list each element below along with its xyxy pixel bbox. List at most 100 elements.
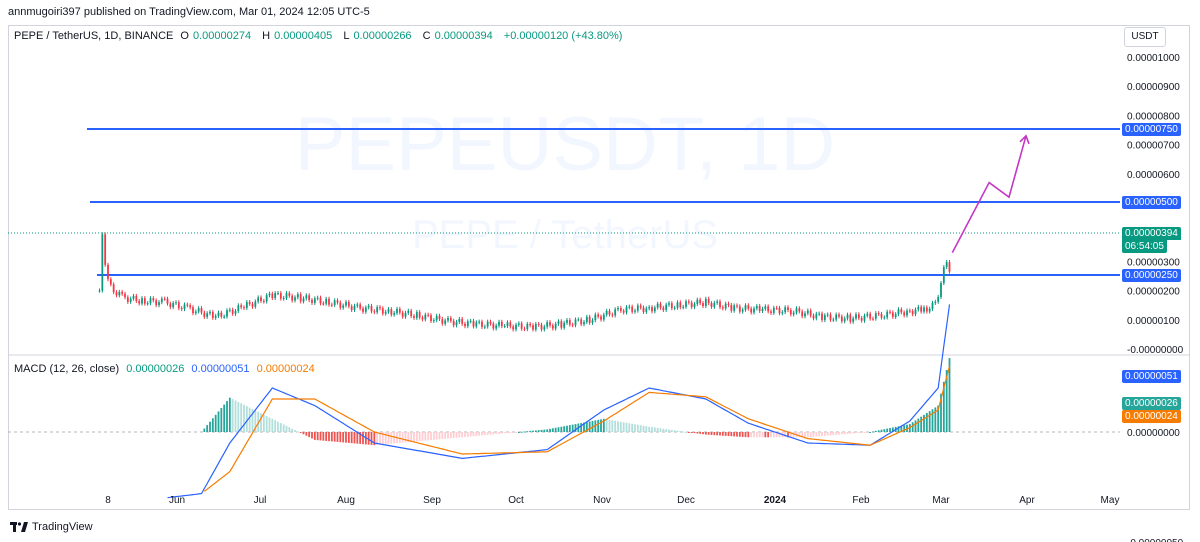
candle-body bbox=[217, 312, 220, 316]
macd-hist-value: 0.00000026 bbox=[126, 363, 185, 375]
candle-body bbox=[874, 313, 877, 319]
candle-body bbox=[333, 300, 336, 306]
candle-body bbox=[727, 303, 730, 306]
macd-hist-bar bbox=[305, 432, 308, 436]
macd-hist-bar bbox=[673, 430, 676, 432]
time-axis[interactable]: 8 Jun Jul Aug Sep Oct Nov Dec 2024 Feb Mar Apr May bbox=[105, 495, 1119, 506]
macd-hist-bar bbox=[806, 432, 809, 438]
candle-body bbox=[645, 308, 648, 312]
candle-body bbox=[880, 313, 883, 318]
candle-body bbox=[761, 308, 764, 311]
macd-hist-bar bbox=[634, 424, 636, 432]
macd-hist-bar bbox=[223, 404, 226, 432]
macd-hist-bar bbox=[257, 411, 260, 432]
candle-body bbox=[452, 320, 455, 326]
macd-hist-bar bbox=[648, 426, 651, 432]
chart-frame bbox=[8, 25, 1190, 510]
macd-hist-bar bbox=[563, 426, 566, 432]
macd-hist-bar bbox=[359, 432, 362, 444]
macd-hist-bar bbox=[608, 419, 611, 432]
candle-body bbox=[923, 307, 925, 312]
candle-body bbox=[682, 306, 685, 308]
candle-body bbox=[189, 305, 192, 308]
candle-body bbox=[492, 323, 495, 329]
macd-hist-bar bbox=[478, 432, 481, 436]
candle-body bbox=[472, 320, 475, 327]
candle-body bbox=[908, 310, 911, 312]
macd-hist-bar bbox=[469, 432, 472, 437]
macd-hist-bar bbox=[636, 424, 639, 432]
macd-hist-bar bbox=[758, 432, 761, 438]
macd-hist-bar bbox=[704, 432, 707, 435]
candle-body bbox=[435, 315, 438, 321]
candle-body bbox=[515, 324, 517, 330]
candle-body bbox=[520, 323, 523, 329]
candle-body bbox=[804, 313, 806, 317]
macd-hist-bar bbox=[228, 397, 231, 432]
candle-body bbox=[364, 307, 367, 312]
macd-hist-bar bbox=[506, 432, 509, 434]
candle-body bbox=[288, 293, 291, 296]
candle-body bbox=[183, 304, 186, 310]
macd-hist-bar bbox=[376, 432, 379, 445]
symbol-label[interactable]: PEPE / TetherUS, 1D, BINANCE bbox=[14, 30, 174, 42]
macd-hist-bar bbox=[619, 421, 622, 432]
price-axis[interactable]: 0.00001000 0.00000900 0.00000800 0.00000700… bbox=[1127, 53, 1184, 356]
macd-hist-bar bbox=[588, 421, 591, 432]
macd-hist-bar bbox=[226, 401, 228, 432]
footer-brand[interactable]: TradingView bbox=[10, 521, 93, 533]
macd-hist-bar bbox=[373, 432, 376, 446]
macd-hist-bar bbox=[398, 432, 401, 443]
currency-button[interactable]: USDT bbox=[1124, 27, 1166, 47]
macd-hist-bar bbox=[452, 432, 455, 439]
candle-body bbox=[265, 295, 268, 302]
candle-body bbox=[308, 295, 311, 301]
candle-body bbox=[911, 311, 914, 315]
projection-arrow[interactable] bbox=[951, 135, 1027, 254]
candle-body bbox=[588, 316, 591, 323]
candle-body bbox=[223, 316, 226, 318]
candle-body bbox=[126, 297, 129, 302]
candle-body bbox=[143, 298, 146, 304]
macd-hist-bar bbox=[203, 428, 206, 432]
macd-hist-bar bbox=[730, 432, 733, 437]
candle-body bbox=[220, 312, 223, 317]
candle-body bbox=[240, 305, 243, 308]
macd-indicator-label[interactable]: MACD (12, 26, close) bbox=[14, 363, 120, 375]
macd-hist-bar bbox=[645, 426, 648, 432]
candle-body bbox=[866, 313, 869, 316]
candle-body bbox=[863, 315, 866, 321]
macd-hist-bar bbox=[628, 423, 631, 432]
macd-hist-bar bbox=[481, 432, 483, 436]
candle-body bbox=[495, 325, 498, 329]
macd-axis[interactable]: 0.00000000 -0.00000050 bbox=[1127, 428, 1184, 542]
candle-body bbox=[330, 304, 333, 306]
time-axis-tick: 8 bbox=[105, 495, 111, 506]
candle-body bbox=[619, 307, 622, 311]
candle-body bbox=[693, 304, 696, 308]
candle-body bbox=[537, 323, 540, 325]
macd-hist-bar bbox=[537, 430, 540, 432]
macd-hist-bar bbox=[415, 432, 418, 442]
candle-body bbox=[373, 311, 376, 313]
macd-hist-bar bbox=[849, 432, 852, 434]
macd-hist-bar bbox=[614, 420, 617, 432]
macd-hist-bar bbox=[438, 432, 441, 440]
candle-body bbox=[285, 293, 288, 298]
macd-hist-bar bbox=[761, 432, 764, 438]
candle-body bbox=[806, 310, 809, 314]
candle-body bbox=[274, 293, 277, 299]
candle-body bbox=[475, 322, 478, 327]
macd-hist-bar bbox=[874, 430, 877, 432]
macd-hist-bar bbox=[753, 432, 755, 438]
candle-body bbox=[583, 322, 585, 325]
macd-signal-line bbox=[167, 304, 951, 499]
candle-body bbox=[605, 310, 608, 315]
macd-hist-bar bbox=[653, 427, 656, 432]
candle-body bbox=[738, 306, 741, 312]
candle-body bbox=[469, 320, 472, 322]
macd-hist-bar bbox=[444, 432, 447, 439]
candle-body bbox=[809, 310, 812, 316]
macd-hist-bar bbox=[206, 425, 209, 432]
